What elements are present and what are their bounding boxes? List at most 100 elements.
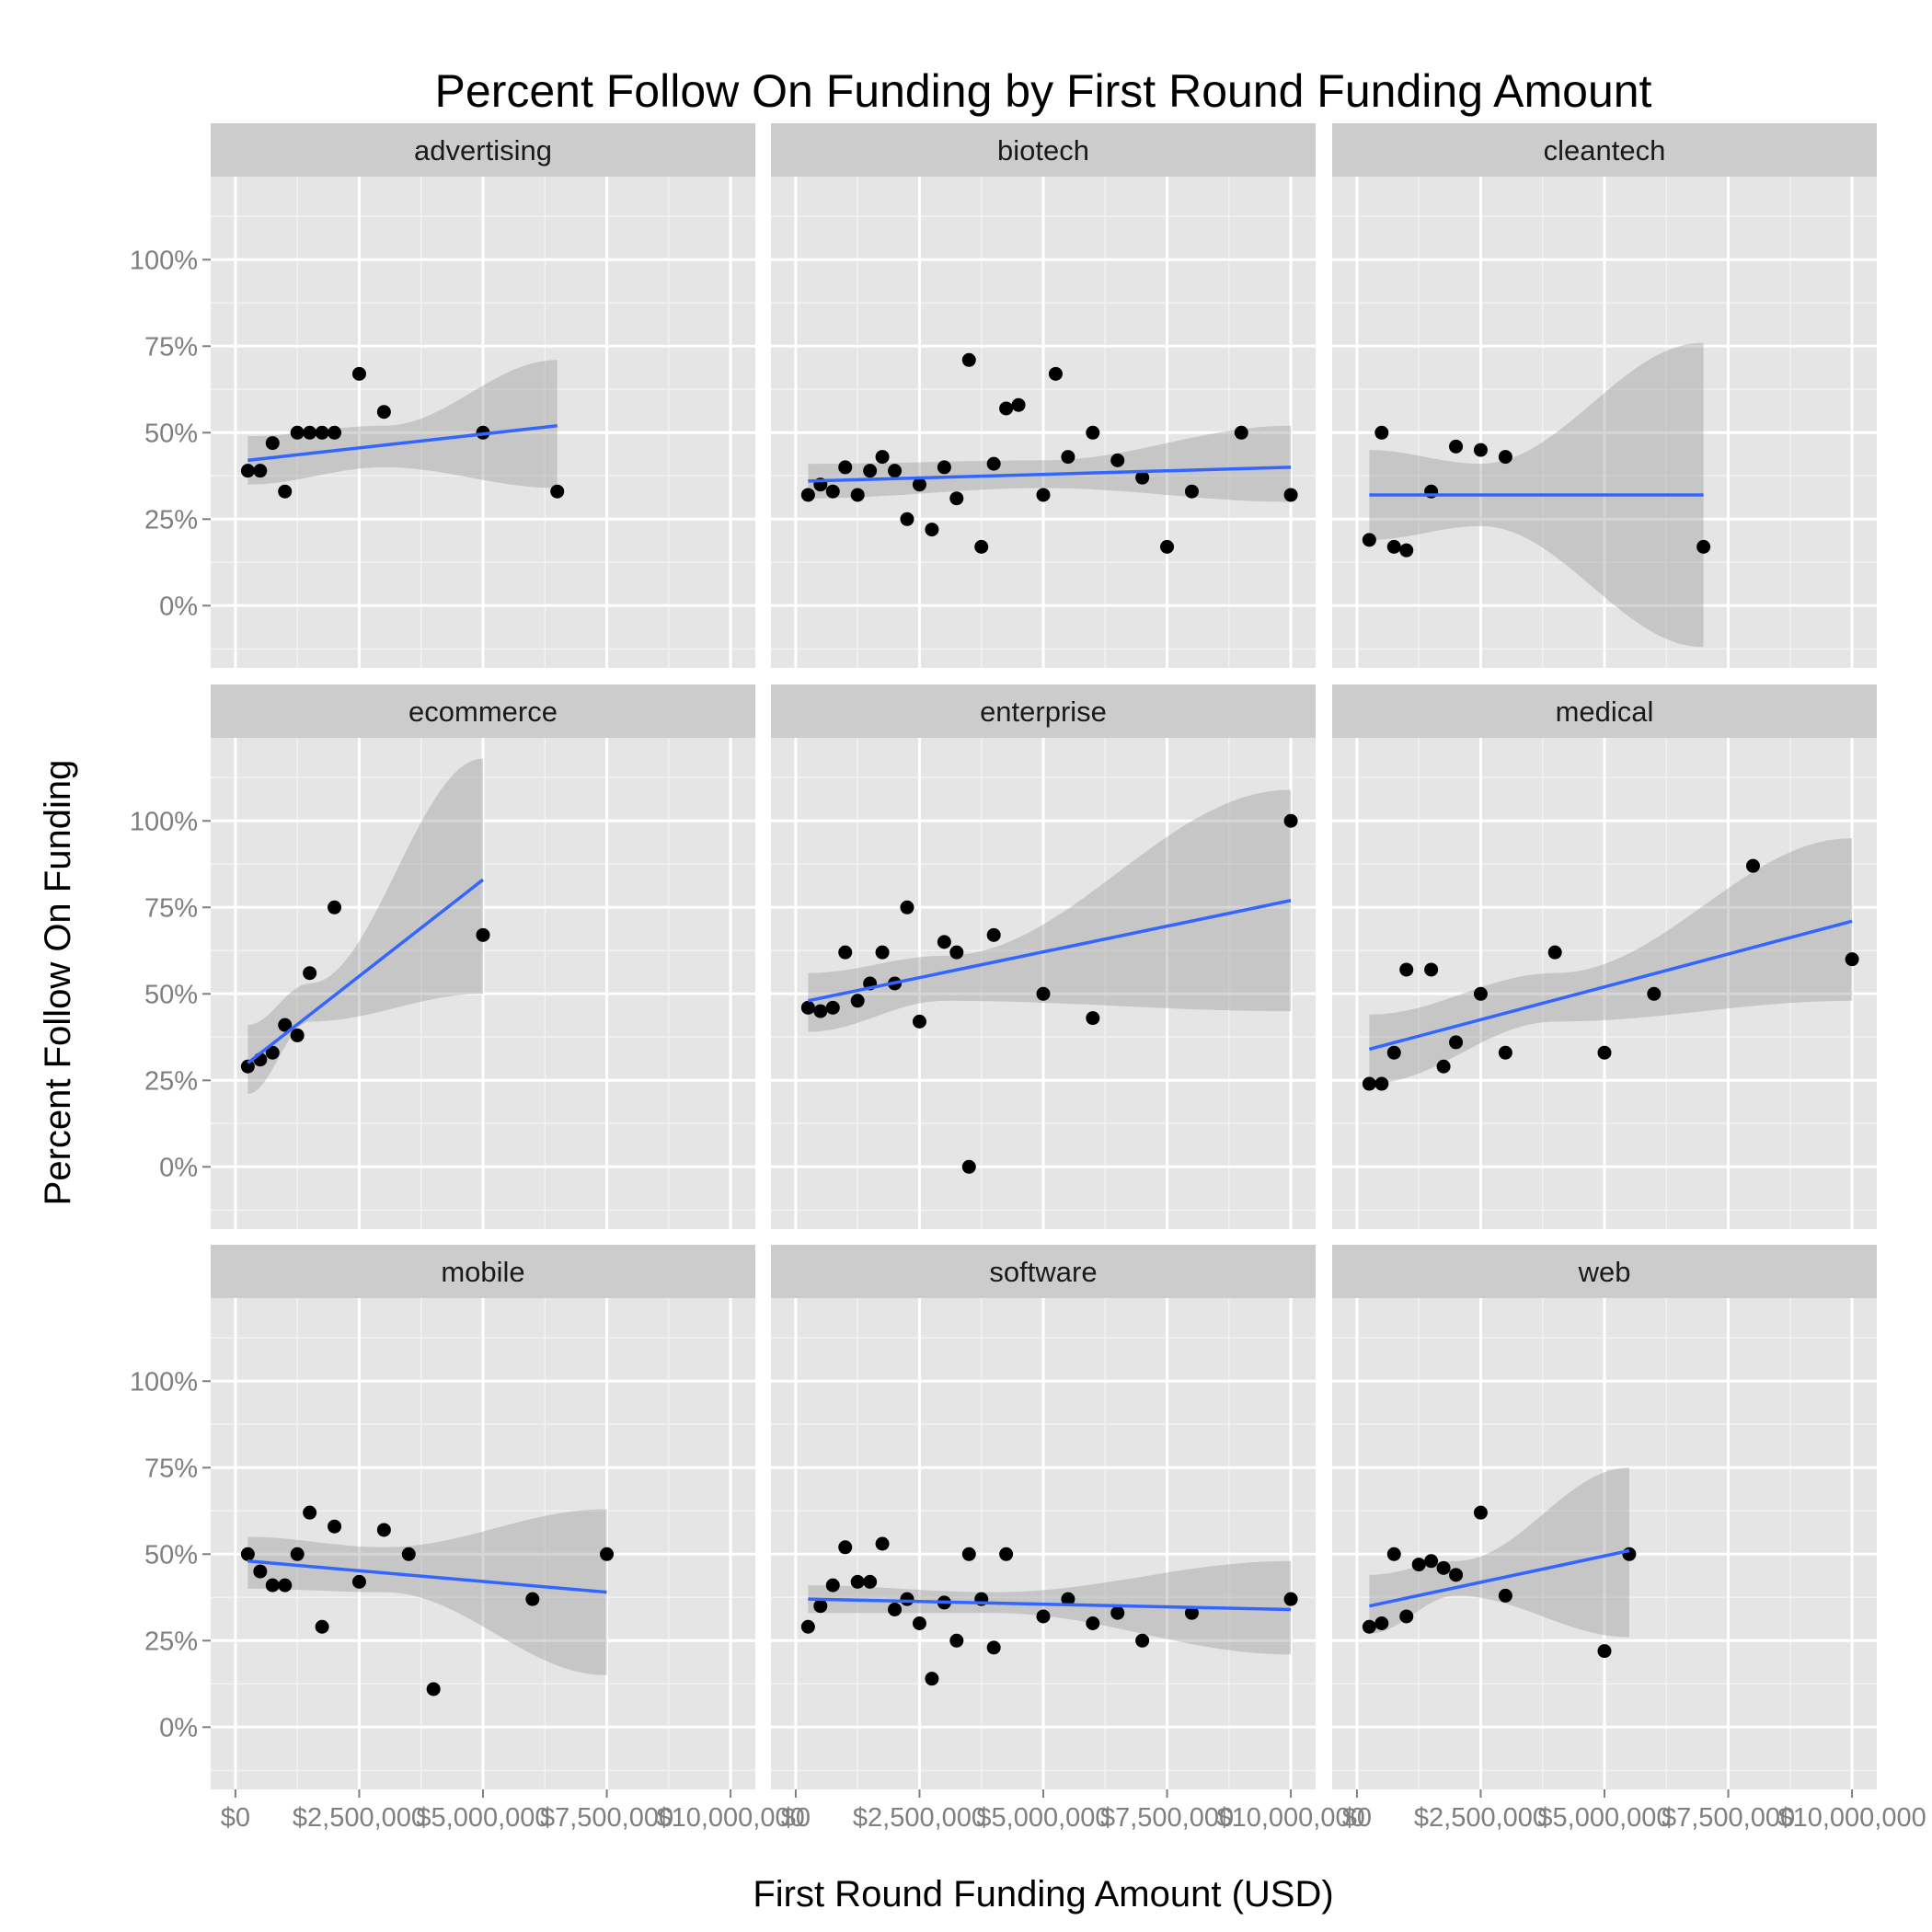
y-tick-label: 50% bbox=[144, 419, 198, 448]
data-point bbox=[900, 900, 914, 914]
data-point bbox=[278, 484, 293, 499]
facet-strip bbox=[1332, 123, 1877, 177]
x-tick-label: $10,000,000 bbox=[1216, 1803, 1364, 1833]
data-point bbox=[1110, 453, 1125, 467]
x-tick-label: $0 bbox=[1342, 1803, 1372, 1833]
data-point bbox=[1036, 1609, 1051, 1624]
confidence-band bbox=[247, 1509, 607, 1675]
data-point bbox=[900, 1592, 914, 1606]
data-point bbox=[825, 1578, 840, 1593]
data-point bbox=[937, 935, 951, 949]
data-point bbox=[253, 464, 268, 478]
data-point bbox=[875, 1536, 890, 1551]
data-point bbox=[1547, 945, 1562, 960]
x-tick-label: $0 bbox=[781, 1803, 811, 1833]
facet-strip bbox=[771, 1245, 1316, 1298]
data-point bbox=[875, 450, 890, 465]
data-point bbox=[315, 1619, 329, 1634]
trend-line bbox=[247, 1559, 607, 1594]
data-point bbox=[1135, 1633, 1150, 1648]
confidence-band bbox=[1369, 838, 1853, 1085]
facet-mobile: mobile 0% 25% 50% 75% 100% $0 $2,500,000$5,000,… bbox=[130, 1245, 805, 1833]
data-point bbox=[838, 945, 853, 960]
confidence-band bbox=[808, 1560, 1292, 1655]
data-point bbox=[1498, 1045, 1512, 1060]
data-point bbox=[1399, 1609, 1414, 1624]
facet-strip-label: web bbox=[1578, 1256, 1631, 1288]
data-point bbox=[1362, 533, 1376, 547]
data-point bbox=[825, 1000, 840, 1015]
y-axis-title: Percent Follow On Funding bbox=[38, 760, 78, 1206]
data-point bbox=[949, 1633, 964, 1648]
confidence-band bbox=[808, 425, 1292, 502]
x-tick-label: $0 bbox=[221, 1803, 250, 1833]
data-point bbox=[863, 464, 878, 478]
data-point bbox=[1011, 397, 1026, 412]
facet-strip bbox=[771, 123, 1316, 177]
data-point bbox=[265, 1045, 280, 1060]
data-point bbox=[303, 425, 317, 440]
data-point bbox=[999, 1547, 1014, 1561]
trend-line bbox=[1368, 919, 1853, 1052]
data-point bbox=[850, 994, 865, 1008]
data-point bbox=[1086, 1011, 1100, 1026]
data-point bbox=[1436, 1059, 1451, 1074]
data-point bbox=[875, 945, 890, 960]
data-point bbox=[1473, 443, 1488, 457]
data-point bbox=[888, 1602, 903, 1616]
data-point bbox=[328, 1519, 342, 1534]
data-point bbox=[1449, 1035, 1464, 1050]
data-point bbox=[986, 456, 1001, 471]
y-tick-label: 50% bbox=[144, 980, 198, 1009]
data-point bbox=[1424, 1554, 1439, 1569]
data-point bbox=[961, 1547, 976, 1561]
data-point bbox=[265, 1578, 280, 1593]
trend-line bbox=[247, 424, 558, 463]
data-point bbox=[813, 1599, 828, 1614]
confidence-band bbox=[247, 360, 558, 489]
data-point bbox=[850, 488, 865, 502]
x-axis-title: First Round Funding Amount (USD) bbox=[753, 1874, 1333, 1915]
data-point bbox=[800, 1000, 815, 1015]
facet-strip bbox=[211, 123, 755, 177]
data-point bbox=[912, 1616, 926, 1630]
data-point bbox=[1362, 1619, 1376, 1634]
data-point bbox=[1386, 1045, 1401, 1060]
data-point bbox=[476, 927, 490, 942]
y-tick-label: 25% bbox=[144, 505, 198, 535]
data-point bbox=[550, 484, 565, 499]
data-point bbox=[1160, 539, 1175, 554]
data-point bbox=[1283, 813, 1298, 828]
data-point bbox=[328, 900, 342, 914]
data-point bbox=[800, 1619, 815, 1634]
data-point bbox=[1048, 366, 1063, 381]
data-point bbox=[863, 1574, 878, 1589]
confidence-band bbox=[1369, 1467, 1629, 1638]
x-tick-label: $2,500,000 bbox=[853, 1803, 986, 1833]
y-tick-label: 100% bbox=[130, 807, 198, 836]
data-point bbox=[376, 405, 391, 420]
facet-medical: medical bbox=[1332, 684, 1877, 1229]
data-point bbox=[1386, 1547, 1401, 1561]
facet-strip bbox=[211, 1245, 755, 1298]
data-point bbox=[888, 464, 903, 478]
data-point bbox=[1424, 962, 1439, 977]
facet-biotech: biotech bbox=[771, 123, 1316, 668]
data-point bbox=[290, 1028, 305, 1042]
data-point bbox=[1110, 1605, 1125, 1620]
trend-line bbox=[1368, 1548, 1630, 1608]
data-point bbox=[1449, 1568, 1464, 1582]
x-tick-label: $2,500,000 bbox=[1414, 1803, 1547, 1833]
data-point bbox=[328, 425, 342, 440]
y-tick-label: 100% bbox=[130, 246, 198, 275]
data-point bbox=[278, 1578, 293, 1593]
data-point bbox=[999, 401, 1014, 416]
data-point bbox=[1374, 1616, 1389, 1630]
data-point bbox=[1597, 1644, 1612, 1659]
data-point bbox=[1283, 1592, 1298, 1606]
data-point bbox=[1436, 1560, 1451, 1575]
facet-strip bbox=[1332, 684, 1877, 738]
data-point bbox=[1036, 986, 1051, 1001]
data-point bbox=[351, 1574, 366, 1589]
